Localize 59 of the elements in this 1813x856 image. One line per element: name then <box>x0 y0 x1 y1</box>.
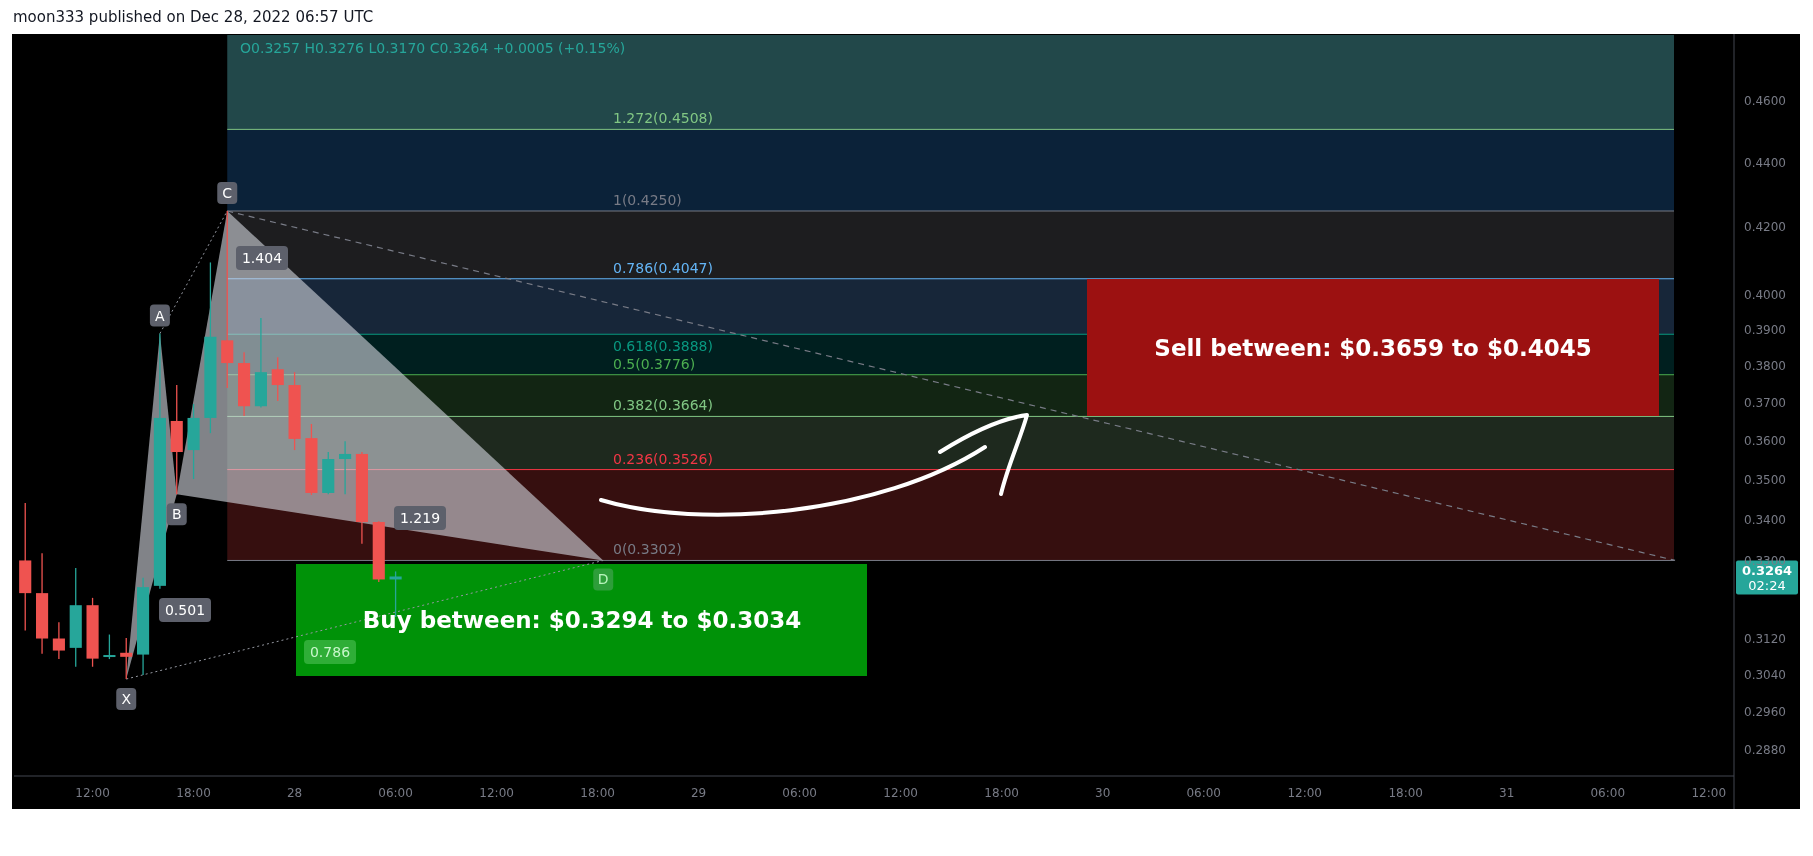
y-tick-label: 0.3400 <box>1744 512 1786 527</box>
x-tick-label: 18:00 <box>984 786 1019 800</box>
x-tick-label: 06:00 <box>1186 786 1221 800</box>
x-tick-label: 18:00 <box>1388 786 1424 800</box>
y-tick-label: 0.3600 <box>1744 433 1786 448</box>
y-tick-label: 0.3900 <box>1744 322 1786 337</box>
annotation: D <box>597 571 609 588</box>
y-tick-label: 0.4000 <box>1744 287 1786 302</box>
x-tick-label: 06:00 <box>782 786 817 800</box>
y-tick-label: 0.3700 <box>1744 395 1786 410</box>
x-tick-label: 12:00 <box>1691 786 1727 800</box>
ref-line-label: 1(0.4250) <box>613 191 682 208</box>
y-tick-label: 0.3040 <box>1744 667 1786 682</box>
y-tick-label: 0.2960 <box>1744 704 1786 719</box>
candlestick <box>120 637 133 680</box>
candlestick <box>103 633 116 660</box>
annotation: 0.786 <box>309 644 351 660</box>
candlestick <box>339 440 352 495</box>
annotation: A <box>155 307 166 324</box>
candlestick <box>221 210 234 389</box>
ref-line-label: 0(0.3302) <box>613 541 682 558</box>
annotation: 0.501 <box>164 602 206 618</box>
annotation: O0.3257 H0.3276 L0.3170 C0.3264 +0.0005 (+0.15%) <box>240 40 626 56</box>
candlestick <box>271 356 284 402</box>
y-tick-label: 0.3500 <box>1744 472 1786 487</box>
x-tick-label: 06:00 <box>378 786 413 800</box>
x-tick-label: 29 <box>690 786 707 800</box>
annotation: Buy between: $0.3294 to $0.3034 <box>362 607 802 633</box>
x-tick-label: 12:00 <box>75 786 110 800</box>
ref-line-label: 1.272(0.4508) <box>613 110 713 127</box>
annotation: X <box>121 691 132 708</box>
y-tick-label: 0.4400 <box>1744 155 1786 170</box>
ref-line-label: 0.786(0.4047) <box>613 259 713 276</box>
annotation: 1.404 <box>241 250 283 266</box>
annotation: Sell between: $0.3659 to $0.4045 <box>1154 335 1592 361</box>
ref-line-label: 0.618(0.3888) <box>613 338 713 355</box>
x-tick-label: 28 <box>286 786 303 800</box>
chart-title: moon333 published on Dec 28, 2022 06:57 UTC <box>13 8 374 26</box>
y-tick-label: 0.4600 <box>1744 94 1786 109</box>
ref-line-label: 0.5(0.3776) <box>613 355 696 372</box>
annotation: B <box>171 506 182 523</box>
annotation: C <box>222 184 233 201</box>
y-tick-label: 0.2880 <box>1744 742 1786 757</box>
x-tick-label: 12:00 <box>883 786 918 800</box>
text: 02:24 <box>1748 578 1786 594</box>
x-tick-label: 18:00 <box>176 786 211 800</box>
annotation: 1.219 <box>399 510 441 526</box>
x-tick-label: 06:00 <box>1590 786 1626 800</box>
y-tick-label: 0.3800 <box>1744 358 1786 373</box>
x-tick-label: 31 <box>1499 786 1515 800</box>
x-tick-label: 30 <box>1095 786 1111 800</box>
x-tick-label: 12:00 <box>479 786 514 800</box>
candlestick <box>52 621 65 660</box>
ref-line-label: 0.236(0.3526) <box>613 450 713 467</box>
y-tick-label: 0.4200 <box>1744 220 1786 235</box>
y-tick-label: 0.3120 <box>1744 631 1786 646</box>
x-tick-label: 12:00 <box>1287 786 1322 800</box>
x-tick-label: 18:00 <box>580 786 615 800</box>
ref-line-label: 0.382(0.3664) <box>613 397 713 414</box>
